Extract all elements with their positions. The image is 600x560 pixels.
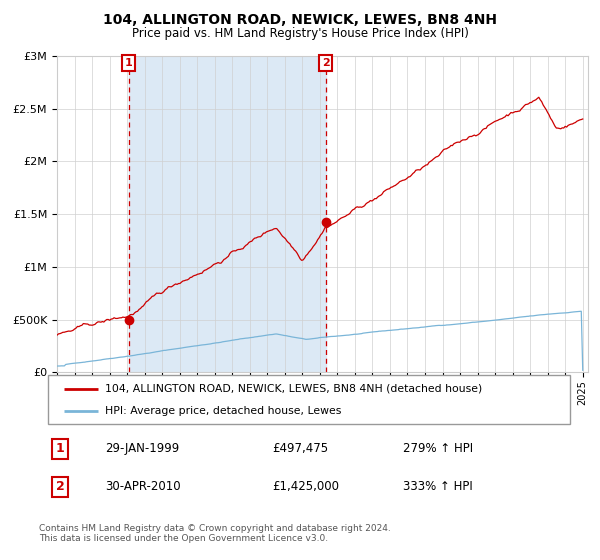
Text: 29-JAN-1999: 29-JAN-1999 — [106, 442, 179, 455]
Text: 1: 1 — [56, 442, 65, 455]
Text: 104, ALLINGTON ROAD, NEWICK, LEWES, BN8 4NH: 104, ALLINGTON ROAD, NEWICK, LEWES, BN8 … — [103, 13, 497, 27]
Text: HPI: Average price, detached house, Lewes: HPI: Average price, detached house, Lewe… — [106, 406, 342, 416]
Text: Price paid vs. HM Land Registry's House Price Index (HPI): Price paid vs. HM Land Registry's House … — [131, 27, 469, 40]
FancyBboxPatch shape — [48, 375, 570, 424]
Text: 30-APR-2010: 30-APR-2010 — [106, 480, 181, 493]
Text: 104, ALLINGTON ROAD, NEWICK, LEWES, BN8 4NH (detached house): 104, ALLINGTON ROAD, NEWICK, LEWES, BN8 … — [106, 384, 482, 394]
Text: £497,475: £497,475 — [272, 442, 329, 455]
Text: 279% ↑ HPI: 279% ↑ HPI — [403, 442, 473, 455]
Text: 333% ↑ HPI: 333% ↑ HPI — [403, 480, 473, 493]
Text: Contains HM Land Registry data © Crown copyright and database right 2024.
This d: Contains HM Land Registry data © Crown c… — [39, 524, 391, 543]
Text: 1: 1 — [125, 58, 133, 68]
Bar — [128, 56, 326, 372]
Text: 2: 2 — [322, 58, 329, 68]
Text: £1,425,000: £1,425,000 — [272, 480, 340, 493]
Text: 2: 2 — [56, 480, 65, 493]
